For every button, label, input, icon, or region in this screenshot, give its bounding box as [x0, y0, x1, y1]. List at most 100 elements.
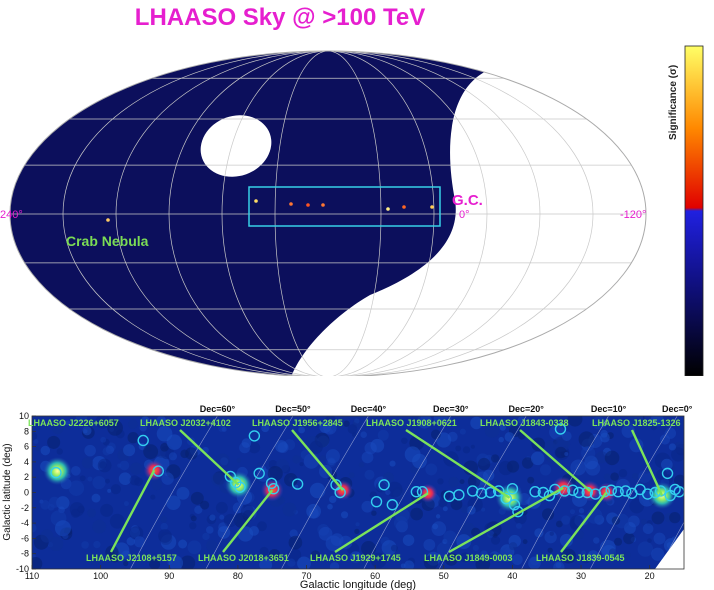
heatmap-noise-blob: [191, 516, 197, 522]
heatmap-noise-blob: [130, 475, 140, 485]
heatmap-noise-blob: [130, 462, 142, 474]
y-tick-label: -6: [21, 533, 29, 543]
heatmap-noise-blob: [87, 477, 92, 482]
heatmap-noise-blob: [491, 536, 500, 545]
heatmap-noise-blob: [47, 436, 60, 449]
galactic-center-label: G.C.: [452, 192, 483, 209]
heatmap-noise-blob: [443, 531, 456, 544]
heatmap-noise-blob: [437, 478, 443, 484]
crab-nebula-label: Crab Nebula: [66, 233, 149, 249]
heatmap-noise-blob: [206, 526, 214, 534]
y-tick-label: 10: [19, 411, 29, 421]
heatmap-noise-blob: [360, 431, 367, 438]
heatmap-noise-blob: [376, 482, 387, 493]
heatmap-noise-blob: [320, 455, 326, 461]
heatmap-noise-blob: [36, 447, 40, 451]
x-tick-label: 50: [439, 571, 449, 581]
heatmap-noise-blob: [460, 479, 465, 484]
heatmap-noise-blob: [600, 433, 610, 443]
heatmap-noise-blob: [178, 540, 187, 549]
lon-label-240: 240°: [0, 209, 23, 221]
heatmap-noise-blob: [326, 449, 340, 463]
heatmap-noise-blob: [354, 529, 359, 534]
heatmap-noise-blob: [619, 469, 627, 477]
heatmap-noise-blob: [531, 452, 545, 466]
heatmap-noise-blob: [306, 504, 321, 519]
y-tick-label: 8: [24, 426, 29, 436]
heatmap-noise-blob: [300, 462, 304, 466]
heatmap-noise-blob: [516, 523, 522, 529]
x-tick-label: 40: [507, 571, 517, 581]
lhaaso-source-label: LHAASO J1825-1326: [592, 418, 681, 428]
heatmap-noise-blob: [498, 437, 504, 443]
y-axis-label: Galactic latitude (deg): [2, 443, 13, 540]
sky-hotspot: [321, 203, 325, 207]
heatmap-noise-blob: [403, 534, 415, 546]
heatmap-noise-blob: [638, 541, 653, 556]
heatmap-noise-blob: [550, 531, 554, 535]
heatmap-noise-blob: [297, 556, 311, 570]
heatmap-noise-blob: [257, 462, 261, 466]
heatmap-noise-blob: [34, 439, 39, 444]
heatmap-noise-blob: [436, 514, 440, 518]
heatmap-noise-blob: [189, 522, 196, 529]
heatmap-noise-blob: [105, 479, 110, 484]
heatmap-noise-blob: [166, 496, 180, 510]
heatmap-noise-blob: [512, 554, 523, 565]
x-axis-label: Galactic longitude (deg): [300, 579, 416, 590]
heatmap-noise-blob: [385, 490, 390, 495]
heatmap-noise-blob: [359, 462, 364, 467]
heatmap-noise-blob: [219, 515, 224, 520]
heatmap-noise-blob: [191, 492, 204, 505]
heatmap-noise-blob: [647, 538, 652, 543]
sky-map: 240° 0° -120° G.C. Crab Nebula Significa…: [0, 0, 714, 376]
heatmap-noise-blob: [93, 541, 100, 548]
heatmap-noise-blob: [327, 504, 333, 510]
heatmap-noise-blob: [40, 529, 53, 542]
heatmap-noise-blob: [100, 504, 113, 517]
y-tick-label: 4: [24, 457, 29, 467]
heatmap-noise-blob: [667, 542, 673, 548]
heatmap-noise-blob: [478, 458, 490, 470]
heatmap-noise-blob: [669, 512, 680, 523]
heatmap-noise-blob: [151, 479, 162, 490]
heatmap-noise-blob: [282, 502, 296, 516]
heatmap-noise-blob: [49, 497, 60, 508]
heatmap-noise-blob: [98, 459, 112, 473]
heatmap-noise-blob: [638, 470, 650, 482]
dec-label: Dec=0°: [662, 404, 693, 414]
y-tick-label: 0: [24, 488, 29, 498]
heatmap-noise-blob: [509, 542, 517, 550]
heatmap-noise-blob: [310, 483, 325, 498]
x-tick-label: 80: [233, 571, 243, 581]
x-tick-label: 30: [576, 571, 586, 581]
heatmap-noise-blob: [119, 472, 132, 485]
lhaaso-source-label: LHAASO J1849-0003: [424, 553, 513, 563]
heatmap-noise-blob: [123, 444, 135, 456]
heatmap-noise-blob: [202, 533, 209, 540]
heatmap-noise-blob: [82, 457, 93, 468]
heatmap-noise-blob: [652, 511, 665, 524]
heatmap-noise-blob: [62, 533, 68, 539]
heatmap-noise-blob: [505, 432, 515, 442]
lon-label-0: 0°: [459, 209, 470, 221]
heatmap-noise-blob: [81, 541, 89, 549]
x-tick-label: 100: [93, 571, 108, 581]
lhaaso-source-label: LHAASO J2018+3651: [198, 553, 289, 563]
heatmap-noise-blob: [319, 527, 333, 541]
heatmap-noise-blob: [92, 476, 105, 489]
sky-hotspot: [386, 207, 390, 211]
heatmap-noise-blob: [432, 523, 438, 529]
heatmap-noise-blob: [292, 455, 300, 463]
heatmap-noise-blob: [662, 428, 666, 432]
heatmap-noise-blob: [128, 432, 139, 443]
heatmap-noise-blob: [218, 526, 231, 539]
heatmap-noise-blob: [124, 501, 129, 506]
heatmap-noise-blob: [460, 429, 466, 435]
heatmap-hotspot: [43, 457, 71, 485]
heatmap-noise-blob: [491, 454, 499, 462]
heatmap-noise-blob: [364, 470, 374, 480]
heatmap-noise-blob: [330, 562, 339, 571]
heatmap-noise-blob: [29, 557, 43, 571]
heatmap-noise-blob: [216, 502, 228, 514]
